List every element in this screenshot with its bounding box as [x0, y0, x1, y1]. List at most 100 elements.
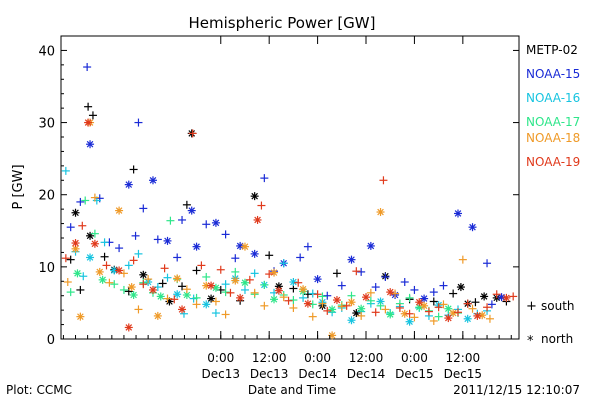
south-point-marker	[134, 118, 143, 127]
south-point-marker	[119, 285, 128, 294]
north-point-marker	[274, 286, 283, 295]
marker-legend: + south * north	[526, 299, 575, 349]
south-point-marker	[144, 275, 153, 284]
south-point-marker	[323, 306, 332, 315]
south-point-marker	[139, 204, 148, 213]
south-point-marker	[124, 261, 133, 270]
south-point-marker	[66, 255, 75, 264]
y-tick-label: 0	[47, 333, 55, 348]
north-point-marker	[357, 304, 366, 313]
south-point-marker	[279, 293, 288, 302]
south-point-marker	[485, 314, 494, 323]
north-point-marker	[453, 209, 462, 218]
north-point-marker	[84, 118, 93, 127]
north-point-marker	[253, 215, 262, 224]
north-point-marker	[456, 283, 465, 292]
south-point-marker	[163, 273, 172, 282]
north-point-marker	[405, 317, 414, 326]
north-point-marker	[400, 309, 409, 318]
south-point-marker	[231, 267, 240, 276]
north-point-marker	[95, 267, 104, 276]
south-point-marker	[313, 290, 322, 299]
north-point-marker	[463, 314, 472, 323]
north-point-marker	[468, 223, 477, 232]
x-tick-date-label: Dec14	[298, 367, 337, 381]
north-point-marker	[347, 255, 356, 264]
north-point-marker	[250, 249, 259, 258]
south-point-marker	[260, 280, 269, 289]
north-point-marker	[303, 299, 312, 308]
south-point-marker	[110, 280, 119, 289]
north-point-marker	[444, 314, 453, 323]
south-point-marker	[434, 303, 443, 312]
south-point-marker	[483, 303, 492, 312]
x-tick-time-label: 12:00	[446, 351, 481, 365]
south-point-marker	[371, 283, 380, 292]
north-point-marker	[332, 296, 341, 305]
south-point-marker	[158, 279, 167, 288]
x-tick-date-label: Dec14	[347, 367, 386, 381]
south-point-marker	[78, 221, 87, 230]
x-tick-time-label: 0:00	[401, 351, 428, 365]
south-point-marker	[318, 292, 327, 301]
legend-noaa-17: NOAA-17	[526, 115, 580, 129]
north-point-marker	[148, 285, 157, 294]
south-point-marker	[202, 220, 211, 229]
south-point-marker	[509, 292, 518, 301]
south-point-marker	[76, 285, 85, 294]
south-point-marker	[357, 311, 366, 320]
north-point-marker	[86, 140, 95, 149]
south-point-marker	[337, 281, 346, 290]
x-tick-date-label: Dec15	[444, 367, 483, 381]
north-point-marker	[313, 275, 322, 284]
south-point-marker	[221, 310, 230, 319]
x-tick-date-label: Dec13	[250, 367, 289, 381]
north-point-marker	[86, 231, 95, 240]
south-point-marker	[178, 215, 187, 224]
south-point-marker	[166, 216, 175, 225]
north-point-marker	[129, 290, 138, 299]
north-point-marker	[240, 278, 249, 287]
north-point-marker	[289, 278, 298, 287]
south-point-marker	[483, 259, 492, 268]
south-point-marker	[279, 259, 288, 268]
south-point-marker	[352, 267, 361, 276]
north-point-marker	[328, 305, 337, 314]
south-point-marker	[221, 230, 230, 239]
south-point-marker	[357, 267, 366, 276]
north-point-marker	[98, 275, 107, 284]
south-point-marker	[100, 252, 109, 261]
north-point-marker	[71, 208, 80, 217]
south-point-marker	[371, 308, 380, 317]
south-point-marker	[381, 305, 390, 314]
legend-noaa-18: NOAA-18	[526, 131, 580, 145]
legend-metp-02: METP-02	[526, 43, 578, 57]
north-point-marker	[270, 268, 279, 277]
south-point-marker	[211, 309, 220, 318]
north-point-marker	[124, 323, 133, 332]
south-point-marker	[102, 261, 111, 270]
series-noaa-18	[63, 118, 494, 340]
north-point-marker	[376, 208, 385, 217]
north-point-marker	[236, 241, 245, 250]
north-point-marker	[236, 293, 245, 302]
south-point-marker	[395, 303, 404, 312]
x-tick-date-label: Dec13	[202, 367, 241, 381]
north-point-marker	[115, 266, 124, 275]
y-tick-label: 40	[38, 44, 55, 59]
north-point-marker	[211, 218, 220, 227]
north-point-marker	[420, 301, 429, 310]
north-point-marker	[270, 295, 279, 304]
y-tick-label: 30	[38, 117, 55, 132]
north-point-marker	[90, 239, 99, 248]
south-point-marker	[192, 266, 201, 275]
x-tick-time-label: 12:00	[252, 351, 287, 365]
south-point-marker	[434, 312, 443, 321]
south-point-marker	[182, 200, 191, 209]
x-axis-label: Date and Time	[248, 383, 336, 397]
south-point-marker	[221, 288, 230, 297]
south-point-marker	[129, 165, 138, 174]
south-point-marker	[81, 196, 90, 205]
north-point-marker	[250, 192, 259, 201]
